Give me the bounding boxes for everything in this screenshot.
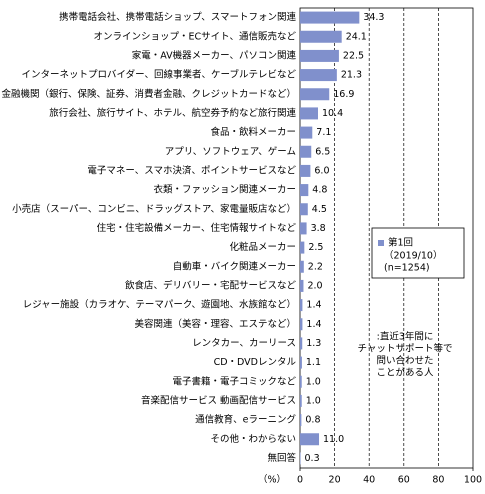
x-tick-label: 0 [297, 475, 303, 486]
legend-note: (n=1254) [384, 263, 430, 274]
legend-label: 第1回 [388, 237, 413, 249]
x-axis-label: （%） [258, 474, 286, 486]
y-tick-label: 電子書籍・電子コミックなど [172, 375, 296, 387]
bar [300, 318, 303, 331]
y-tick-label: オンラインショップ・ECサイト、通信販売など [94, 30, 297, 42]
bar [300, 241, 305, 254]
y-tick-label: レジャー施設（カラオケ、テーマパーク、遊園地、水族館など） [23, 299, 296, 311]
y-tick-label: 美容関連（美容・理容、エステなど） [134, 318, 296, 330]
legend-box [371, 227, 465, 279]
bar [300, 433, 320, 446]
bar [300, 414, 302, 427]
value-label: 4.5 [312, 204, 327, 215]
y-tick-label: 携帯電話会社、携帯電話ショップ、スマートフォン関連 [59, 11, 296, 23]
plot-frame [299, 7, 474, 469]
y-tick-label: レンタカー、カーリース [192, 338, 296, 349]
bar [300, 279, 304, 292]
x-tick-label: 100 [464, 475, 482, 486]
legend-swatch [378, 240, 384, 246]
bar [300, 222, 307, 235]
annotation: 問い合わせた [376, 355, 433, 367]
value-label: 1.4 [306, 319, 321, 330]
y-tick-label: 化粧品メーカー [229, 241, 296, 253]
bar [300, 164, 311, 177]
y-tick-label: インターネットプロバイダー、回線事業者、ケーブルテレビなど [22, 69, 297, 81]
bar [300, 11, 360, 24]
bar [300, 126, 313, 139]
value-label: 1.0 [306, 395, 321, 406]
bar [300, 88, 330, 101]
value-label: 0.3 [305, 453, 320, 464]
value-label: 24.1 [346, 31, 367, 42]
y-tick-label: その他・わからない [210, 433, 296, 445]
value-label: 34.3 [363, 12, 384, 23]
x-tick-label: 40 [363, 475, 375, 486]
bar [300, 184, 309, 197]
y-tick-label: アプリ、ソフトウェア、ゲーム [165, 145, 296, 157]
bar [300, 203, 308, 216]
y-tick-label: 食品・飲料メーカー [210, 126, 296, 138]
annotation: チャットサポート等で [358, 343, 453, 355]
value-label: 21.3 [341, 70, 362, 81]
value-label: 0.8 [305, 415, 320, 426]
x-tick-label: 60 [398, 475, 410, 486]
annotation: :直近3年間に [377, 331, 434, 343]
value-label: 16.9 [333, 89, 354, 100]
x-tick-label: 80 [432, 475, 444, 486]
bar [300, 69, 337, 82]
value-label: 1.4 [306, 300, 321, 311]
y-tick-label: 金融機関（銀行、保険、証券、消費者金融、クレジットカードなど） [1, 88, 296, 100]
bar [300, 394, 302, 407]
value-label: 10.4 [322, 108, 343, 119]
y-tick-label: 家電・AV機器メーカー、パソコン関連 [132, 49, 297, 61]
value-label: 6.0 [314, 165, 329, 176]
value-label: 1.3 [306, 338, 321, 349]
value-label: 2.2 [308, 261, 323, 272]
y-tick-label: 電子マネー、スマホ決済、ポイントサービスなど [87, 164, 296, 176]
bar [300, 260, 304, 273]
y-tick-label: 通信教育、eラーニング [195, 414, 296, 426]
value-label: 3.8 [311, 223, 326, 234]
value-label: 1.1 [306, 357, 321, 368]
bar [300, 452, 301, 465]
bar [300, 49, 339, 62]
bar [300, 375, 302, 388]
bar [300, 30, 342, 43]
y-tick-label: 自動車・バイク関連メーカー [173, 260, 296, 272]
value-label: 6.5 [315, 146, 330, 157]
y-tick-label: 無回答 [267, 452, 296, 464]
y-tick-label: CD・DVDレンタル [214, 357, 297, 368]
y-tick-label: 住宅・住宅設備メーカー、住宅情報サイトなど [97, 222, 297, 234]
y-tick-label: 衣類・ファッション関連メーカー [153, 184, 296, 196]
y-tick-label: 旅行会社、旅行サイト、ホテル、航空券予約など旅行関連 [49, 107, 296, 119]
value-label: 22.5 [343, 50, 364, 61]
bar [300, 107, 318, 120]
bar [300, 356, 302, 369]
bar [300, 299, 303, 312]
value-label: 11.0 [323, 434, 344, 445]
y-tick-label: 小売店（スーパー、コンビニ、ドラッグストア、家電量販店など） [12, 203, 296, 215]
x-tick-label: 20 [329, 475, 341, 486]
bar [300, 145, 312, 158]
y-tick-label: 飲食店、デリバリー・宅配サービスなど [125, 279, 297, 291]
value-label: 7.1 [316, 127, 331, 138]
value-label: 2.0 [307, 280, 322, 291]
y-tick-label: 音楽配信サービス 動画配信サービス [141, 394, 296, 406]
legend-note: （2019/10） [384, 250, 442, 262]
bar [300, 337, 303, 350]
value-label: 2.5 [308, 242, 323, 253]
value-label: 1.0 [306, 376, 321, 387]
value-label: 4.8 [312, 185, 327, 196]
annotation: ことがある人 [376, 367, 434, 379]
